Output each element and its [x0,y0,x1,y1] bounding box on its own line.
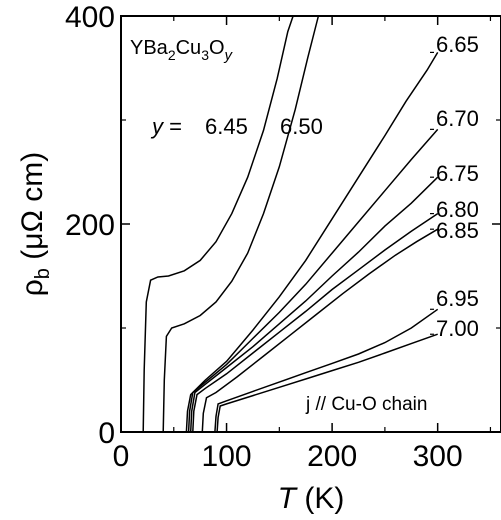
y-tick-label-400: 400 [65,1,115,34]
x-tick-label-0: 0 [113,440,130,473]
axis-ticks: 0 100 200 300 0 200 400 [65,1,501,473]
annotation-j-cuo-chain: j // Cu-O chain [305,394,427,415]
series-line-6.85 [201,228,439,433]
plot-frame [120,15,501,433]
series-label-6.85: 6.85 [436,218,479,243]
x-axis-label: T (K) [278,482,345,515]
x-tick-label-100: 100 [202,440,252,473]
series-line-6.95 [214,308,439,433]
series-line-6.50 [162,15,320,433]
y-tick-label-200: 200 [65,209,115,242]
series-line-6.80 [192,212,439,433]
series-line-6.70 [187,128,439,433]
series-label-6.80: 6.80 [436,197,479,222]
series-label-6.95: 6.95 [436,286,479,311]
series-line-6.75 [189,176,439,433]
series-label-6.50: 6.50 [280,114,323,139]
series-label-6.65: 6.65 [436,32,479,57]
series-label-7.00: 7.00 [436,316,479,341]
chart-title: YBa2Cu3Oy [130,37,234,64]
x-tick-label-200: 200 [307,440,357,473]
series-curves [142,15,439,433]
series-label-6.75: 6.75 [436,161,479,186]
x-tick-label-300: 300 [413,440,463,473]
y-tick-label-0: 0 [98,417,115,450]
series-labels: 6.45 6.50 6.65 6.70 6.75 6.806.85 6.95 7.00 [205,32,479,341]
series-line-6.45 [142,15,294,433]
label-prefix: y = [150,114,182,139]
series-label-6.70: 6.70 [436,106,479,131]
series-line-7.00 [216,333,438,433]
series-label-6.45: 6.45 [205,114,248,139]
y-axis-label: ρb (μΩ cm) [16,152,54,297]
